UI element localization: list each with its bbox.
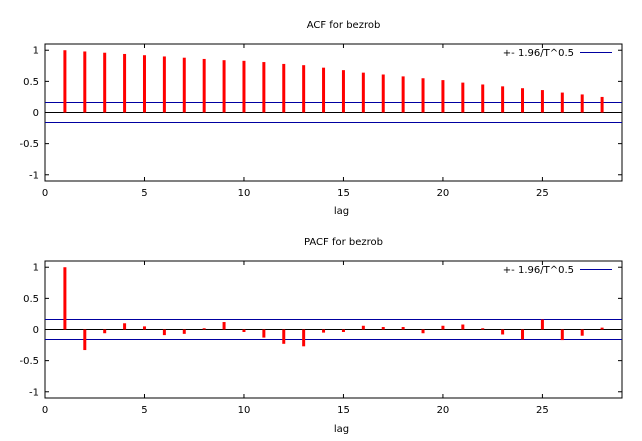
pacf-x-tick-label: 0 bbox=[42, 405, 48, 416]
acf-y-tick-label: -0.5 bbox=[19, 139, 39, 150]
acf-y-tick-label: -1 bbox=[29, 170, 39, 181]
acf-chart-title: ACF for bezrob bbox=[307, 20, 381, 31]
pacf-chart-title: PACF for bezrob bbox=[304, 237, 383, 248]
pacf-x-tick-label: 20 bbox=[437, 405, 450, 416]
pacf-y-tick-label: -0.5 bbox=[19, 356, 39, 367]
acf-x-tick-label: 5 bbox=[141, 188, 147, 199]
pacf-x-tick-label: 5 bbox=[141, 405, 147, 416]
acf-y-tick-label: 1 bbox=[33, 46, 39, 57]
acf-x-tick-label: 20 bbox=[437, 188, 450, 199]
acf-x-tick-label: 15 bbox=[337, 188, 350, 199]
acf-x-tick-label: 0 bbox=[42, 188, 48, 199]
pacf-x-tick-label: 15 bbox=[337, 405, 350, 416]
acf-x-tick-label: 25 bbox=[536, 188, 549, 199]
acf-y-tick-label: 0 bbox=[33, 108, 39, 119]
pacf-x-axis-label: lag bbox=[334, 424, 349, 435]
pacf-y-tick-label: -1 bbox=[29, 387, 39, 398]
acf-x-axis-label: lag bbox=[334, 206, 349, 217]
acf-x-tick-label: 10 bbox=[238, 188, 251, 199]
pacf-legend-label: +- 1.96/T^0.5 bbox=[503, 265, 574, 276]
pacf-x-tick-label: 25 bbox=[536, 405, 549, 416]
acf-legend-label: +- 1.96/T^0.5 bbox=[503, 48, 574, 59]
pacf-y-tick-label: 0.5 bbox=[23, 294, 39, 305]
pacf-y-tick-label: 1 bbox=[33, 263, 39, 274]
acf-y-tick-label: 0.5 bbox=[23, 77, 39, 88]
pacf-x-tick-label: 10 bbox=[238, 405, 251, 416]
pacf-y-tick-label: 0 bbox=[33, 325, 39, 336]
